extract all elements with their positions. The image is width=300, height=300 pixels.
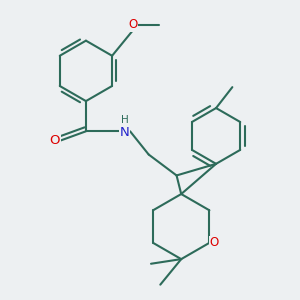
- Text: N: N: [120, 126, 129, 139]
- Text: O: O: [209, 236, 219, 249]
- Text: O: O: [50, 134, 60, 147]
- Text: O: O: [128, 18, 138, 31]
- Text: H: H: [121, 115, 128, 125]
